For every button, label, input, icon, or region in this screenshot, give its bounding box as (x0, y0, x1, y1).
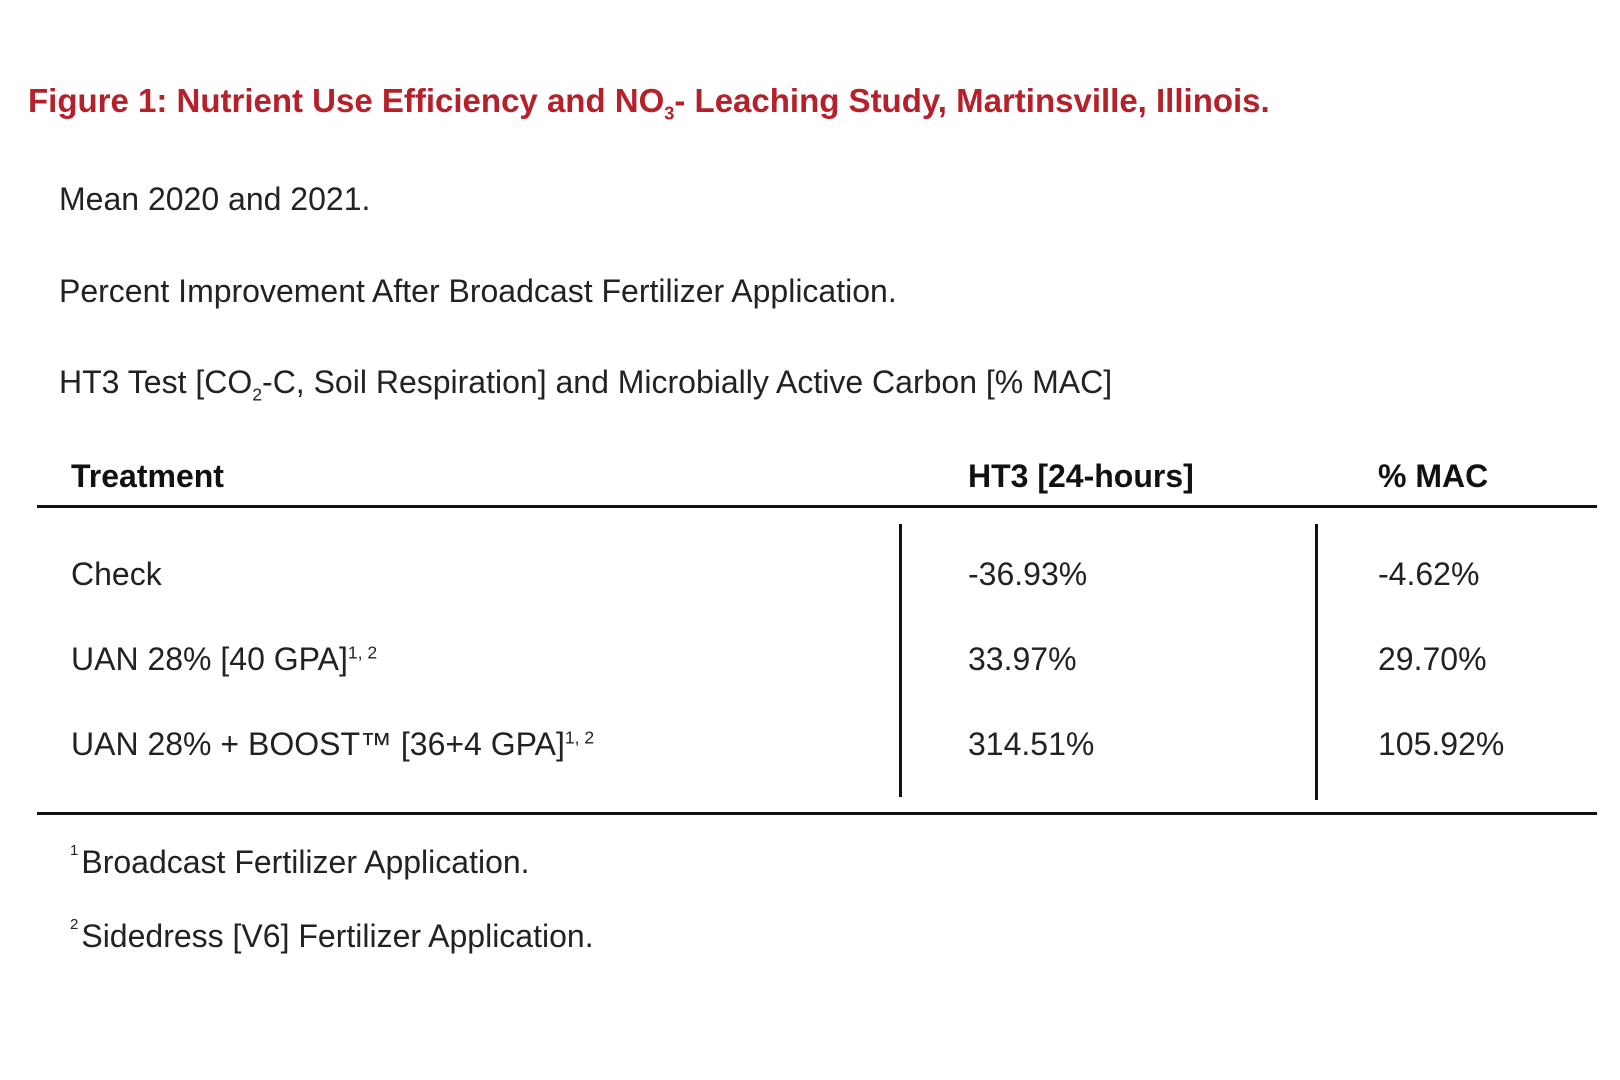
header-ht3: HT3 [24-hours] (968, 458, 1194, 494)
treatment-label: UAN 28% + BOOST™ [36+4 GPA] (71, 726, 565, 762)
row-check-ht3: -36.93% (968, 556, 1088, 592)
footnote-2: 2Sidedress [V6] Fertilizer Application. (70, 916, 594, 955)
figure-title-suffix: - Leaching Study, Martinsville, Illinois… (674, 82, 1270, 119)
footnote-1: 1Broadcast Fertilizer Application. (70, 842, 530, 881)
row-check-treatment: Check (71, 556, 162, 593)
row-uan-mac: 29.70% (1378, 641, 1487, 677)
subtitle-ht3-test: HT3 Test [CO2-C, Soil Respiration] and M… (59, 364, 1113, 405)
treatment-label: Check (71, 556, 162, 592)
footnote-mark: 1 (70, 842, 79, 859)
row-uan-boost-ht3: 314.51% (968, 726, 1095, 762)
header-treatment: Treatment (71, 458, 224, 494)
figure-title-subscript: 3 (664, 103, 675, 124)
subtitle-ht3-suffix: -C, Soil Respiration] and Microbially Ac… (262, 364, 1113, 400)
subtitle-ht3-subscript: 2 (252, 384, 263, 405)
row-check-mac: -4.62% (1378, 556, 1480, 592)
row-uan-boost-treatment: UAN 28% + BOOST™ [36+4 GPA]1, 2 (71, 726, 594, 763)
subtitle-percent-improvement: Percent Improvement After Broadcast Fert… (59, 273, 897, 309)
table-top-rule (37, 505, 1597, 508)
row-uan-treatment: UAN 28% [40 GPA]1, 2 (71, 641, 377, 678)
figure-title-prefix: Figure 1: Nutrient Use Efficiency and NO (28, 82, 665, 119)
treatment-footnote-marks: 1, 2 (347, 642, 378, 663)
subtitle-mean-years: Mean 2020 and 2021. (59, 181, 371, 217)
subtitle-ht3-prefix: HT3 Test [CO (59, 364, 253, 400)
treatment-footnote-marks: 1, 2 (564, 727, 595, 748)
row-uan-boost-mac: 105.92% (1378, 726, 1505, 762)
column-divider-1 (899, 524, 902, 797)
table-bottom-rule (37, 812, 1597, 815)
footnote-mark: 2 (70, 916, 79, 933)
treatment-label: UAN 28% [40 GPA] (71, 641, 348, 677)
column-divider-2 (1315, 524, 1318, 800)
figure-title: Figure 1: Nutrient Use Efficiency and NO… (28, 82, 1270, 123)
footnote-text: Sidedress [V6] Fertilizer Application. (81, 918, 594, 954)
row-uan-ht3: 33.97% (968, 641, 1077, 677)
header-mac: % MAC (1378, 458, 1489, 494)
footnote-text: Broadcast Fertilizer Application. (81, 844, 530, 880)
